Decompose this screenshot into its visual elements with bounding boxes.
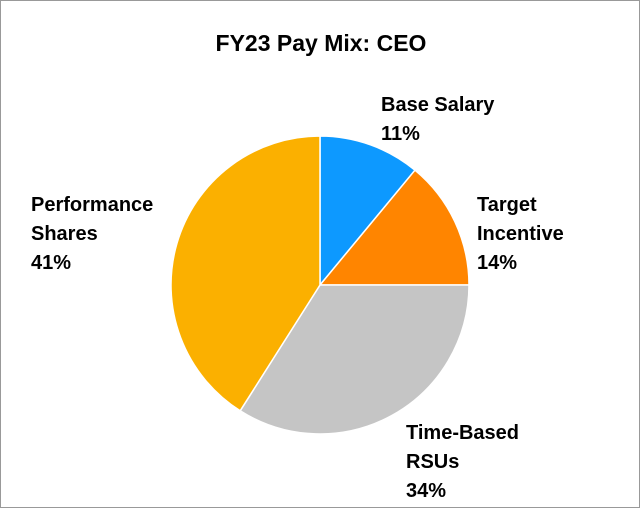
slice-name-line: Base Salary — [381, 94, 495, 116]
pie-slice-target-incentive — [318, 169, 470, 286]
slice-name-line: RSUs — [406, 451, 460, 473]
slice-name-line: Shares — [31, 223, 98, 245]
slice-name-line: Target — [477, 194, 537, 216]
chart-title: FY23 Pay Mix: CEO — [215, 30, 427, 56]
pie-slice-base-salary — [319, 135, 417, 288]
slice-name-line: Performance — [31, 194, 154, 216]
slice-label-base-salary: Base Salary 11% — [381, 91, 494, 149]
slice-name-line: Time-Based — [406, 422, 520, 444]
slice-label-time-based-rsus: Time-Based RSUs 34% — [406, 419, 519, 506]
pie-slice-performance-shares — [170, 135, 321, 412]
slice-name-line: Incentive — [477, 223, 564, 245]
pie-slice-time-based-rsus — [239, 284, 470, 435]
slice-value-label: 11% — [381, 123, 420, 145]
slice-value-label: 14% — [477, 252, 518, 274]
slice-value-label: 34% — [406, 480, 447, 502]
slice-label-target-incentive: Target Incentive 14% — [477, 191, 564, 278]
slice-label-performance-shares: Performance Shares 41% — [31, 191, 153, 278]
slice-value-label: 41% — [31, 252, 72, 274]
